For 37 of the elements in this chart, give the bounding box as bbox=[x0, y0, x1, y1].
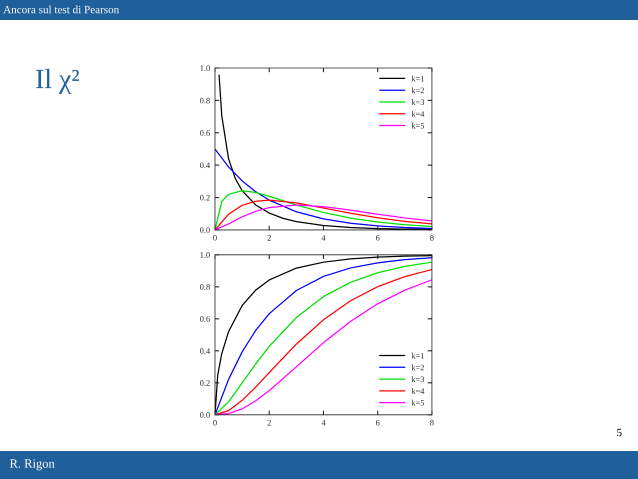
y-tick-label: 0.0 bbox=[200, 227, 210, 233]
y-tick-label: 1.0 bbox=[200, 252, 210, 258]
text: R. Rigon bbox=[10, 459, 55, 470]
x-tick-label: 2 bbox=[268, 420, 271, 426]
y-tick-label: 1.0 bbox=[200, 65, 210, 72]
x-tick-label: 0 bbox=[213, 420, 217, 426]
line-series bbox=[218, 74, 432, 230]
y-tick-label: 0.6 bbox=[200, 316, 210, 322]
legend-label: k=3 bbox=[412, 99, 424, 105]
y-tick-label: 0.6 bbox=[200, 130, 210, 136]
x-tick-label: 8 bbox=[430, 235, 434, 241]
y-tick-label: 0.0 bbox=[200, 412, 210, 418]
x-tick-label: 4 bbox=[322, 235, 326, 241]
legend-label: k=4 bbox=[412, 388, 424, 394]
text: 5 bbox=[617, 428, 622, 436]
text: Ancora sul test di Pearson bbox=[3, 6, 120, 14]
y-tick-label: 0.2 bbox=[200, 194, 210, 201]
y-tick-label: 0.4 bbox=[200, 348, 210, 354]
y-tick-label: 0.2 bbox=[200, 380, 210, 386]
y-tick-label: 0.4 bbox=[200, 162, 210, 168]
legend-label: k=3 bbox=[412, 376, 424, 382]
x-tick-label: 8 bbox=[430, 420, 434, 426]
legend-label: k=2 bbox=[412, 364, 424, 370]
x-tick-label: 0 bbox=[213, 235, 217, 241]
legend-label: k=1 bbox=[412, 352, 424, 358]
x-tick-label: 6 bbox=[376, 235, 380, 241]
y-tick-label: 0.8 bbox=[200, 284, 210, 290]
x-tick-label: 4 bbox=[322, 420, 326, 426]
legend-label: k=4 bbox=[412, 110, 424, 117]
y-tick-label: 0.8 bbox=[200, 98, 210, 104]
legend-label: k=2 bbox=[412, 87, 424, 94]
legend-label: k=1 bbox=[412, 76, 424, 82]
text: Il χ² bbox=[36, 68, 80, 94]
x-tick-label: 2 bbox=[268, 235, 271, 241]
legend-label: k=5 bbox=[412, 400, 424, 406]
legend-label: k=5 bbox=[412, 122, 424, 129]
x-tick-label: 6 bbox=[376, 420, 380, 426]
